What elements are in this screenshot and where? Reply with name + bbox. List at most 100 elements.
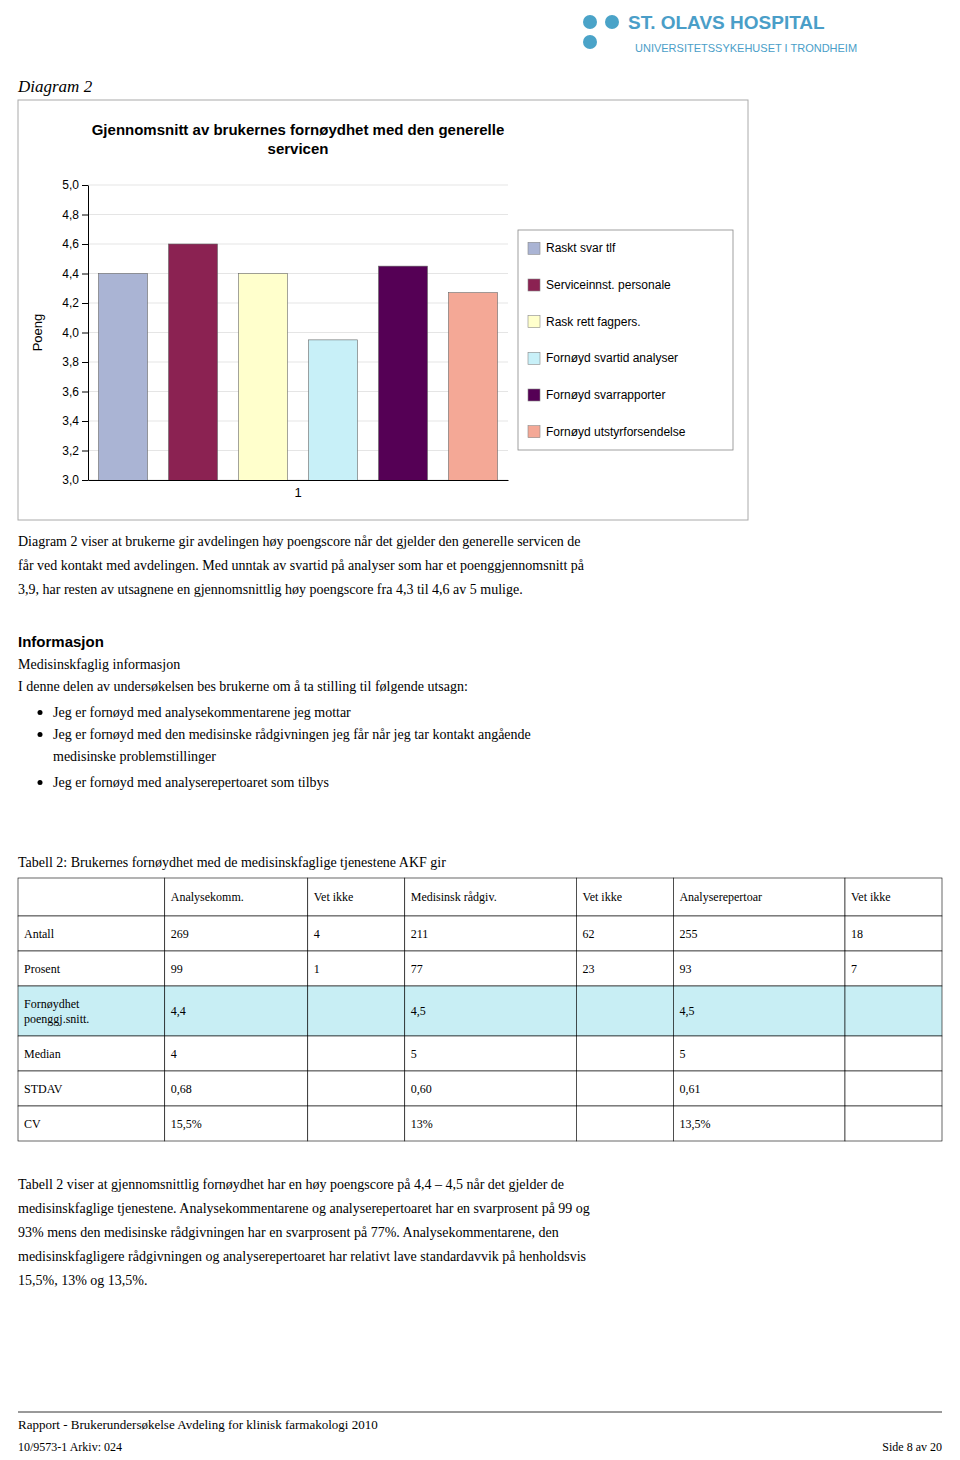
legend-box — [518, 230, 733, 450]
text-line: poenggj.snitt. — [24, 1012, 89, 1026]
legend-label: Fornøyd svarrapporter — [546, 388, 665, 402]
table-text: 269 — [171, 927, 189, 941]
bullet-dot — [38, 780, 43, 785]
hospital-name: ST. OLAVS HOSPITAL — [628, 12, 825, 33]
grid-line — [88, 421, 508, 422]
diagram-label: Diagram 2 — [17, 77, 93, 96]
table-cell — [308, 878, 405, 916]
grid-line — [88, 450, 508, 451]
table-cell — [165, 986, 308, 1036]
table-text: Fornøydhetpoenggj.snitt. — [24, 997, 89, 1026]
y-tick: 4,2 — [62, 296, 88, 310]
text-line: servicen — [268, 139, 329, 156]
y-tick-mark — [82, 244, 88, 245]
table-cell — [18, 878, 165, 916]
grid-line — [88, 391, 508, 392]
table-text: 0,61 — [679, 1082, 700, 1096]
y-tick-mark — [82, 274, 88, 275]
table-cell — [18, 1071, 165, 1106]
y-tick-label: 4,0 — [62, 326, 79, 340]
y-tick-label: 3,2 — [62, 444, 79, 458]
table-text: Vet ikke — [582, 890, 622, 904]
y-tick-label: 3,0 — [62, 473, 79, 487]
y-tick: 4,8 — [62, 208, 88, 222]
bar — [309, 340, 358, 480]
paragraph-line: medisinskfaglige tjenestene. Analysekomm… — [18, 1201, 590, 1216]
table-cell — [673, 1036, 845, 1071]
logo-dot — [583, 35, 597, 49]
grid-line — [88, 244, 508, 245]
table-cell — [165, 1036, 308, 1071]
paragraph-line: medisinskfagligere rådgivningen og analy… — [18, 1249, 586, 1264]
table-title: Tabell 2: Brukernes fornøydhet med de me… — [18, 855, 446, 870]
table-text: Analyserepertoar — [679, 890, 762, 904]
section-sub: Medisinskfaglig informasjon — [18, 657, 180, 672]
table-cell — [845, 916, 942, 951]
legend-label: Fornøyd utstyrforsendelse — [546, 425, 686, 439]
paragraph-line: får ved kontakt med avdelingen. Med unnt… — [18, 558, 585, 573]
y-tick-label: 4,6 — [62, 237, 79, 251]
table-cell — [165, 1071, 308, 1106]
x-tick: 1 — [294, 485, 301, 500]
grid-line — [88, 214, 508, 215]
y-tick: 3,6 — [62, 385, 88, 399]
page: ST. OLAVS HOSPITALUNIVERSITETSSYKEHUSET … — [0, 0, 960, 1460]
table-text: Vet ikke — [314, 890, 354, 904]
section-intro: I denne delen av undersøkelsen bes bruke… — [18, 679, 468, 694]
paragraph-line: Tabell 2 viser at gjennomsnittlig fornøy… — [18, 1177, 564, 1192]
table-cell — [405, 1071, 577, 1106]
table-cell — [576, 1036, 673, 1071]
table: Analysekomm.Vet ikkeMedisinsk rådgiv.Vet… — [18, 878, 942, 1141]
y-tick-mark — [82, 480, 88, 481]
table-text: 4 — [171, 1047, 177, 1061]
table-text: 77 — [411, 962, 423, 976]
y-tick-label: 3,6 — [62, 385, 79, 399]
y-tick-mark — [82, 333, 88, 334]
y-tick-label: 5,0 — [62, 178, 79, 192]
bullet-dot — [38, 732, 43, 737]
table-cell — [308, 951, 405, 986]
grid-line — [88, 185, 508, 186]
table-cell — [405, 916, 577, 951]
table-cell — [18, 986, 165, 1036]
table-text: Analysekomm. — [171, 890, 244, 904]
chart-title: Gjennomsnitt av brukernes fornøydhet med… — [92, 120, 505, 156]
y-tick-mark — [82, 303, 88, 304]
bullet-text: Jeg er fornøyd med den medisinske rådgiv… — [53, 727, 531, 742]
table-cell — [18, 916, 165, 951]
table-cell — [165, 951, 308, 986]
table-cell — [845, 1071, 942, 1106]
table-cell — [673, 916, 845, 951]
x-axis-line — [89, 480, 509, 481]
table-text: 255 — [679, 927, 697, 941]
footer-text: Rapport - Brukerundersøkelse Avdeling fo… — [18, 1417, 378, 1432]
table-text: 4,5 — [411, 1004, 426, 1018]
table-text: 4,4 — [171, 1004, 186, 1018]
y-tick-label: 4,2 — [62, 296, 79, 310]
legend-swatch — [528, 316, 540, 328]
table-text: Prosent — [24, 962, 61, 976]
legend-swatch — [528, 242, 540, 254]
x-tick-label: 1 — [294, 485, 301, 500]
table-cell — [165, 916, 308, 951]
text-line: Gjennomsnitt av brukernes fornøydhet med… — [92, 120, 505, 137]
legend-swatch — [528, 389, 540, 401]
table-cell — [18, 951, 165, 986]
table-cell — [576, 1106, 673, 1141]
bar — [379, 266, 428, 480]
table-cell — [18, 1036, 165, 1071]
table-text: Antall — [24, 927, 55, 941]
bar — [169, 244, 218, 480]
grid-line — [88, 303, 508, 304]
y-tick-label: 4,8 — [62, 208, 79, 222]
table-text: 93 — [679, 962, 691, 976]
table-text: Median — [24, 1047, 61, 1061]
table-cell — [405, 878, 577, 916]
bars — [99, 244, 498, 480]
y-tick: 4,4 — [62, 267, 88, 281]
table-cell — [845, 1036, 942, 1071]
table-text: Vet ikke — [851, 890, 891, 904]
logo: ST. OLAVS HOSPITALUNIVERSITETSSYKEHUSET … — [583, 12, 857, 55]
bullet-text: Jeg er fornøyd med analysekommentarene j… — [53, 705, 351, 720]
table-text: STDAV — [24, 1082, 63, 1096]
